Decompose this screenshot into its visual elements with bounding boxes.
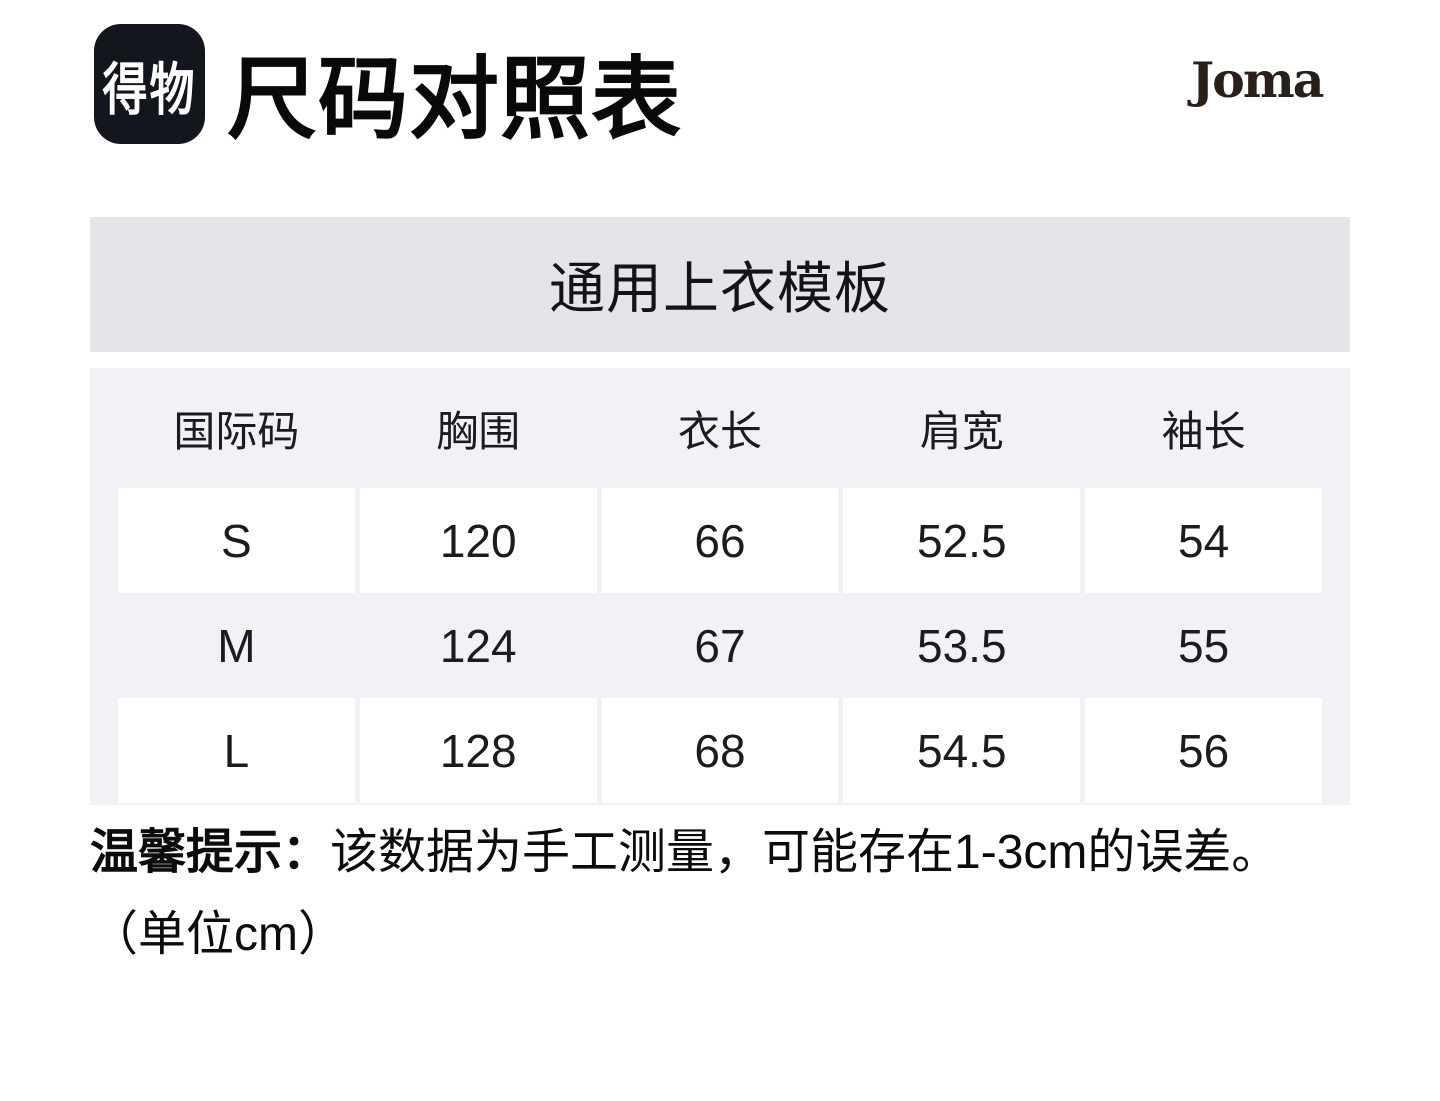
measure-cell: 56 (1085, 698, 1322, 803)
measure-cell: 52.5 (843, 488, 1081, 593)
measure-cell: 67 (694, 619, 746, 672)
measure-cell: 66 (601, 488, 839, 593)
table-row: S 120 66 52.5 54 (90, 488, 1350, 593)
note: 温馨提示：该数据为手工测量，可能存在1-3cm的误差。 （单位cm） (90, 812, 1390, 976)
size-cell: L (118, 698, 355, 803)
note-text: 该数据为手工测量，可能存在1-3cm的误差。 (330, 826, 1280, 879)
template-banner-title: 通用上衣模板 (549, 257, 891, 320)
size-table-body: S 120 66 52.5 54 M 124 67 53.5 55 L 128 68 54.5 56 (90, 488, 1350, 803)
table-row: L 128 68 54.5 56 (90, 698, 1350, 803)
measure-cell: 124 (439, 619, 517, 672)
measure-cell: 54.5 (843, 698, 1081, 803)
size-cell: M (217, 619, 256, 672)
measure-cell: 128 (359, 698, 597, 803)
column-header: 衣长 (677, 407, 762, 455)
size-table: 国际码 胸围 衣长 肩宽 袖长 S 120 66 52.5 54 M 124 67 53.5 55 L 128… (90, 368, 1350, 805)
dewu-logo-text: 得物 (102, 57, 197, 121)
note-unit: （单位cm） (90, 908, 346, 961)
measure-cell: 53.5 (917, 619, 1007, 672)
note-label: 温馨提示： (90, 826, 331, 879)
size-table-header-row: 国际码 胸围 衣长 肩宽 袖长 (90, 368, 1350, 488)
size-cell: S (118, 488, 355, 593)
note-line-1: 温馨提示：该数据为手工测量，可能存在1-3cm的误差。 (90, 812, 1390, 894)
template-banner: 通用上衣模板 (90, 217, 1350, 352)
measure-cell: 54 (1085, 488, 1322, 593)
table-row: M 124 67 53.5 55 (90, 593, 1350, 698)
column-header: 肩宽 (919, 407, 1004, 455)
joma-brand-logo: Joma (1191, 51, 1324, 109)
measure-cell: 120 (359, 488, 597, 593)
column-header: 国际码 (173, 407, 300, 455)
page-title: 尺码对照表 (227, 50, 682, 150)
measure-cell: 68 (601, 698, 839, 803)
column-header: 袖长 (1161, 407, 1246, 455)
measure-cell: 55 (1178, 619, 1230, 672)
column-header: 胸围 (436, 407, 521, 455)
dewu-logo: 得物 (94, 24, 205, 144)
